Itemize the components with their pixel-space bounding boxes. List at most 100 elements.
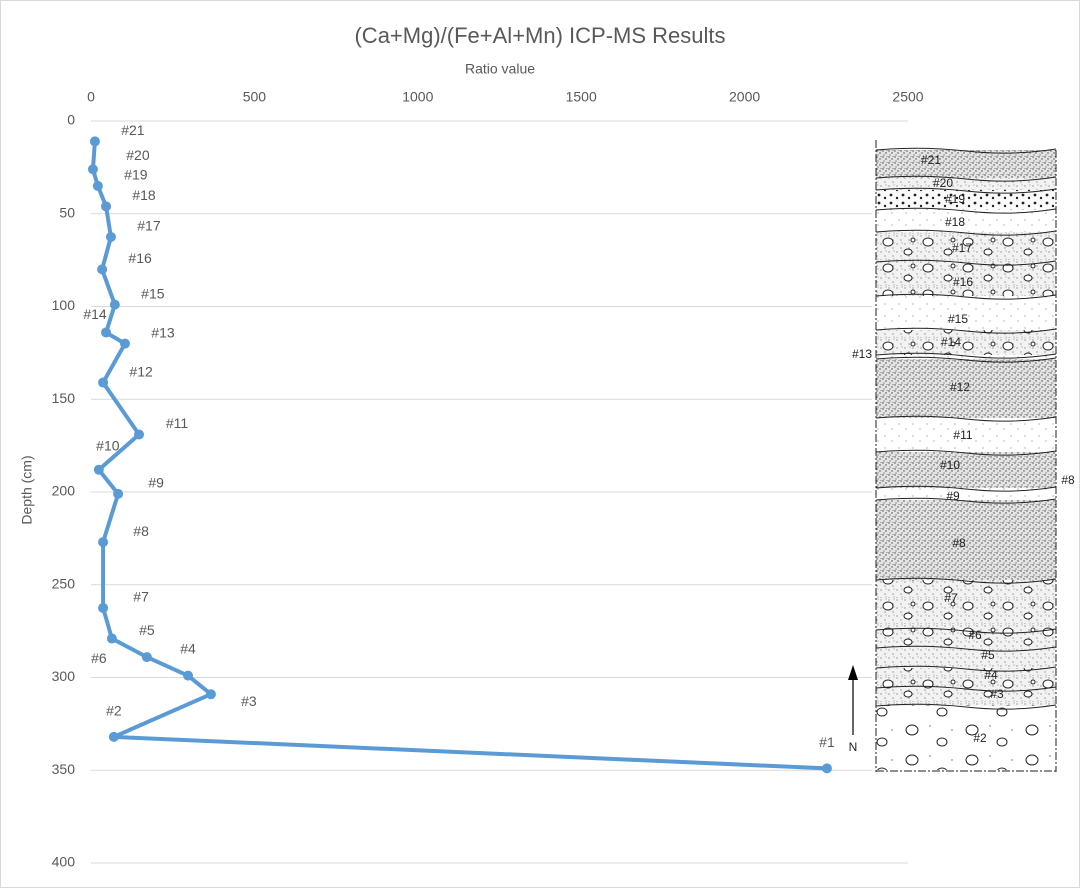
column-label: #7 bbox=[944, 591, 958, 605]
data-point bbox=[141, 652, 152, 663]
y-tick-label: 150 bbox=[52, 390, 76, 406]
strata-boundary bbox=[875, 207, 1057, 214]
strata-band bbox=[876, 688, 1056, 706]
column-label: #13 bbox=[852, 347, 872, 361]
strata-boundary bbox=[875, 415, 1057, 422]
strata-boundary bbox=[875, 293, 1057, 300]
strat-column: #21 #20 #19 #18 #17 #16 #15 #14 #13 #12 #11 #10 #9 #8… bbox=[848, 138, 1075, 772]
plot: #21 #20 #19 #18 #17 #16 #15 #14 #13 #12 #11 #10 #9 #8… bbox=[83, 122, 835, 774]
strata-boundary bbox=[875, 645, 1057, 652]
data-point bbox=[93, 464, 104, 475]
strata-boundary bbox=[875, 485, 1057, 492]
column-label: #11 bbox=[953, 428, 972, 442]
point-label: #12 bbox=[129, 363, 153, 379]
strata-band bbox=[876, 668, 1056, 688]
point-label: #1 bbox=[819, 734, 835, 750]
strata-boundary bbox=[875, 352, 1057, 359]
data-point bbox=[101, 201, 112, 212]
strata-band bbox=[876, 500, 1056, 580]
y-tick-label: 350 bbox=[52, 761, 76, 777]
column-label: #14 bbox=[941, 335, 961, 349]
strata-band bbox=[876, 706, 1056, 770]
y-tick-label: 0 bbox=[67, 112, 75, 128]
strata-band bbox=[876, 648, 1056, 668]
point-label: #19 bbox=[124, 167, 148, 183]
column-label: #19 bbox=[945, 192, 965, 206]
column-label: #21 bbox=[921, 153, 941, 167]
chart-title: (Ca+Mg)/(Fe+Al+Mn) ICP-MS Results bbox=[354, 23, 725, 48]
strata-boundary bbox=[875, 685, 1057, 692]
column-label: #20 bbox=[933, 176, 953, 190]
data-point bbox=[101, 327, 112, 338]
data-point bbox=[97, 264, 108, 275]
point-label: #9 bbox=[148, 475, 164, 491]
point-label: #2 bbox=[106, 703, 122, 719]
strata-band bbox=[876, 630, 1056, 648]
column-label: #8 bbox=[1061, 473, 1075, 487]
column-label: #18 bbox=[945, 215, 965, 229]
y-tick-label: 100 bbox=[52, 297, 76, 313]
x-tick-label: 2500 bbox=[892, 89, 923, 105]
column-label: #12 bbox=[950, 380, 970, 394]
strata-band bbox=[876, 452, 1056, 488]
data-point bbox=[108, 731, 119, 742]
strata-boundary bbox=[875, 259, 1057, 266]
data-point bbox=[106, 633, 117, 644]
x-tick-label: 1500 bbox=[566, 89, 597, 105]
point-label: #18 bbox=[132, 187, 156, 203]
strata-boundary bbox=[875, 497, 1057, 504]
column-label: #5 bbox=[981, 648, 995, 662]
strata-band bbox=[876, 262, 1056, 296]
point-label: #11 bbox=[166, 415, 189, 431]
strata-band bbox=[876, 190, 1056, 210]
strata-band bbox=[876, 210, 1056, 232]
data-point bbox=[92, 180, 103, 191]
strata-boundary bbox=[875, 703, 1057, 710]
y-axis-label: Depth (cm) bbox=[19, 455, 35, 524]
column-label: #9 bbox=[946, 489, 960, 503]
north-label: N bbox=[849, 740, 858, 754]
column-label: #8 bbox=[952, 536, 966, 550]
x-tick-label: 2000 bbox=[729, 89, 760, 105]
strata-boundary bbox=[875, 147, 1057, 154]
point-label: #17 bbox=[137, 218, 161, 234]
point-label: #4 bbox=[180, 640, 196, 656]
point-label: #13 bbox=[151, 324, 175, 340]
data-point bbox=[98, 602, 109, 613]
strata-boundary bbox=[875, 449, 1057, 456]
data-point bbox=[98, 377, 109, 388]
strata-boundary bbox=[875, 577, 1057, 584]
strata-band bbox=[876, 418, 1056, 452]
grid: 0 50 100 150 200 250 300 350 400 0 500 1000 1500 2000… bbox=[52, 89, 924, 870]
column-label: #17 bbox=[952, 241, 972, 255]
column-label: #16 bbox=[953, 275, 973, 289]
strata-band bbox=[876, 232, 1056, 262]
column-label: #10 bbox=[940, 458, 960, 472]
point-label: #16 bbox=[128, 250, 152, 266]
x-tick-label: 0 bbox=[87, 89, 95, 105]
point-label: #5 bbox=[139, 622, 155, 638]
point-label: #3 bbox=[241, 693, 257, 709]
strata-band bbox=[876, 359, 1056, 418]
point-label: #21 bbox=[121, 122, 145, 138]
data-point bbox=[105, 231, 116, 242]
strata-band bbox=[876, 355, 1056, 359]
strata-band bbox=[876, 296, 1056, 330]
y-tick-label: 250 bbox=[52, 575, 76, 591]
column-label: #3 bbox=[990, 687, 1004, 701]
y-tick-label: 400 bbox=[52, 854, 76, 870]
point-label: #7 bbox=[133, 589, 149, 605]
strata-band bbox=[876, 580, 1056, 630]
strata-boundary bbox=[875, 356, 1057, 363]
y-tick-label: 50 bbox=[59, 204, 75, 220]
data-point bbox=[109, 299, 120, 310]
point-label: #8 bbox=[133, 523, 149, 539]
point-label: #14 bbox=[83, 306, 107, 322]
strata-boundary bbox=[875, 627, 1057, 634]
data-point bbox=[821, 763, 832, 774]
point-label: #10 bbox=[96, 437, 120, 453]
strata-boundary bbox=[875, 665, 1057, 672]
data-point bbox=[134, 429, 145, 440]
strata-band bbox=[876, 150, 1056, 178]
column-label: #2 bbox=[973, 731, 987, 745]
